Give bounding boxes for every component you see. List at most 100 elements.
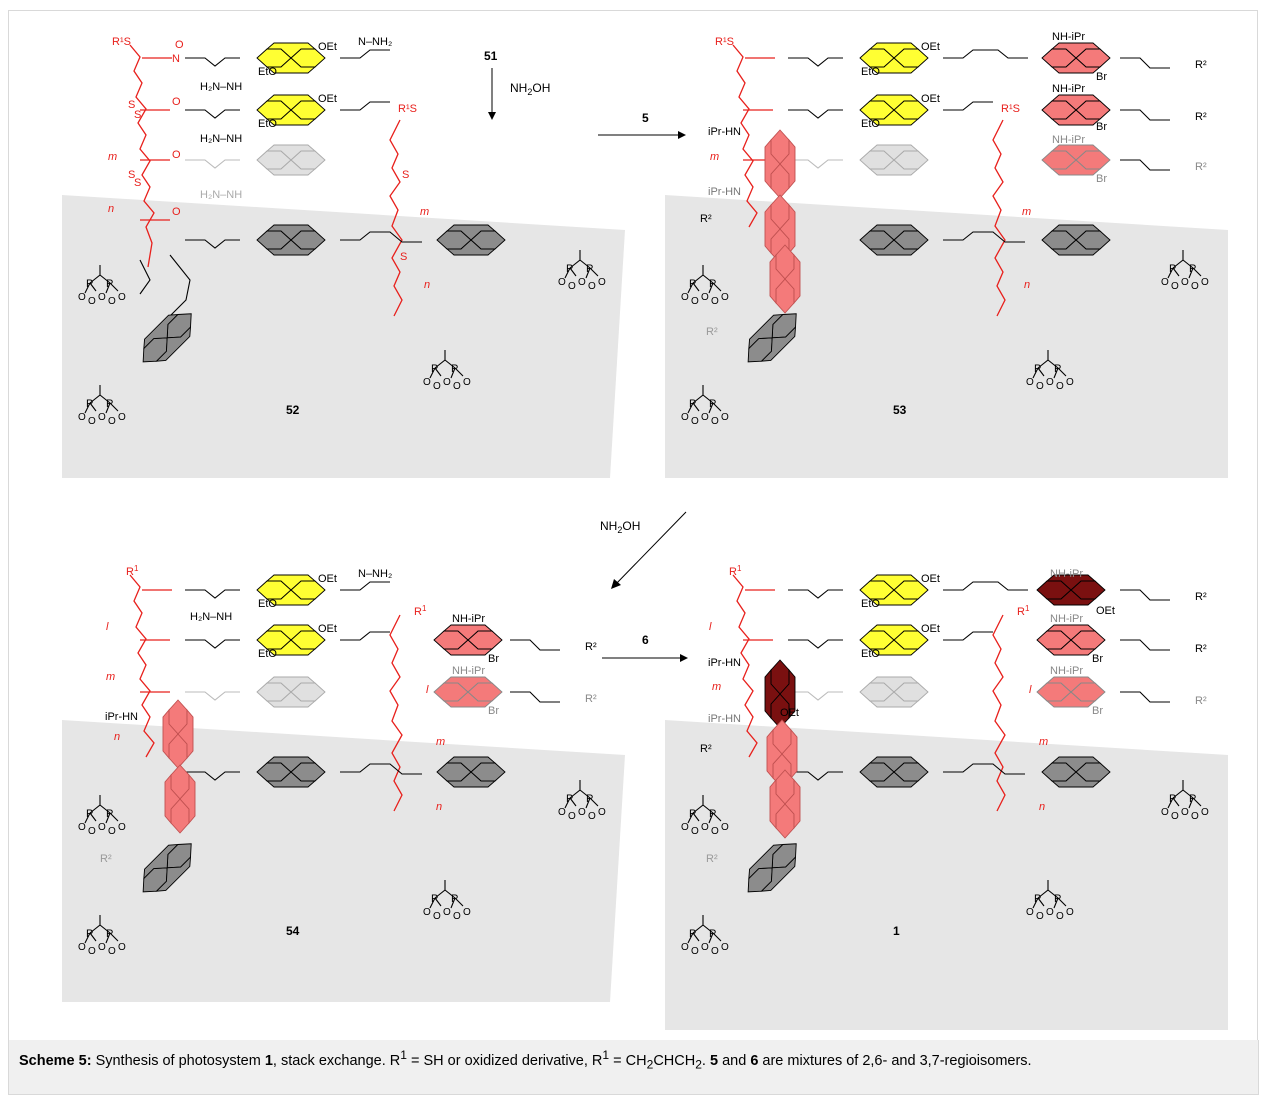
svg-text:OEt: OEt — [318, 93, 337, 105]
svg-text:NH-iPr: NH-iPr — [452, 665, 485, 677]
svg-text:l: l — [709, 621, 712, 633]
red-linker-53 — [732, 44, 1006, 317]
svg-text:R¹S: R¹S — [398, 103, 417, 115]
svg-text:N–NH₂: N–NH₂ — [358, 36, 392, 48]
black-labels-53: OEt EtO OEt EtO NH-iPr NH-iPr NH-iPr Br … — [700, 31, 1207, 338]
svg-text:R²: R² — [1195, 59, 1207, 71]
svg-text:R1: R1 — [729, 564, 742, 578]
svg-text:Br: Br — [1092, 705, 1103, 717]
svg-text:S: S — [128, 169, 135, 181]
compound-label-52: 52 — [286, 403, 300, 417]
svg-text:R²: R² — [585, 641, 597, 653]
svg-text:OEt: OEt — [921, 623, 940, 635]
arrow-5: 5 — [598, 111, 686, 139]
svg-text:R²: R² — [1195, 591, 1207, 603]
panel-54: R1 l m n R1 l m n OEt — [77, 564, 607, 958]
svg-text:O: O — [172, 206, 181, 218]
svg-text:R1: R1 — [1017, 604, 1030, 618]
svg-text:n: n — [108, 203, 114, 215]
svg-text:OEt: OEt — [921, 93, 940, 105]
svg-text:OEt: OEt — [1096, 605, 1115, 617]
svg-text:R1: R1 — [126, 564, 139, 578]
red-linker-1 — [732, 574, 1006, 812]
svg-text:H₂N–NH: H₂N–NH — [200, 189, 242, 201]
svg-text:NH-iPr: NH-iPr — [1050, 613, 1083, 625]
arrow-6: 6 — [602, 633, 688, 662]
svg-text:m: m — [108, 151, 117, 163]
svg-text:m: m — [1022, 206, 1031, 218]
black-labels-52: OEt EtO OEt EtO N–NH₂ H₂N–NH H₂N–NH H₂N–… — [200, 36, 392, 201]
svg-text:S: S — [402, 169, 409, 181]
svg-text:iPr-HN: iPr-HN — [708, 713, 741, 725]
compound-label-53: 53 — [893, 403, 907, 417]
svg-text:Br: Br — [1096, 121, 1107, 133]
surface-1 — [665, 720, 1228, 1030]
svg-text:R¹S: R¹S — [112, 36, 131, 48]
compound-label-1: 1 — [893, 924, 900, 938]
svg-text:OEt: OEt — [318, 623, 337, 635]
svg-text:R²: R² — [1195, 695, 1207, 707]
svg-text:Br: Br — [1092, 653, 1103, 665]
svg-text:m: m — [1039, 736, 1048, 748]
svg-text:m: m — [712, 681, 721, 693]
red-labels-52: R¹S SS m SS n R¹S S m S n ON OOO — [108, 36, 430, 291]
svg-text:m: m — [710, 151, 719, 163]
svg-text:l: l — [426, 684, 429, 696]
svg-text:OEt: OEt — [780, 707, 799, 719]
svg-text:EtO: EtO — [861, 648, 880, 660]
surface-52 — [62, 195, 625, 478]
svg-text:NH2OH: NH2OH — [600, 519, 640, 535]
black-chain-52 — [139, 49, 422, 321]
svg-text:l: l — [1029, 684, 1032, 696]
panel-53: R¹S m R¹S m n OEt EtO OEt — [680, 31, 1210, 428]
svg-text:n: n — [1039, 801, 1045, 813]
black-chain-54 — [185, 581, 560, 781]
svg-text:Br: Br — [488, 653, 499, 665]
svg-text:S: S — [400, 251, 407, 263]
ndi-red-53a — [1041, 42, 1111, 74]
svg-text:6: 6 — [642, 633, 649, 647]
panel-52: R¹S SS m SS n R¹S S m S n ON OOO — [77, 36, 607, 428]
svg-text:n: n — [424, 279, 430, 291]
svg-text:iPr-HN: iPr-HN — [708, 657, 741, 669]
red-linker-52 — [129, 44, 403, 317]
svg-text:m: m — [106, 671, 115, 683]
svg-text:OEt: OEt — [921, 573, 940, 585]
svg-text:n: n — [1024, 279, 1030, 291]
svg-text:R²: R² — [706, 326, 718, 338]
red-linker-54 — [129, 574, 403, 812]
ndi-red-53c — [1041, 144, 1111, 176]
ndi-red-54b — [433, 676, 503, 708]
svg-text:Br: Br — [1096, 173, 1107, 185]
black-labels-1: OEt EtO OEt EtO NH-iPr OEt NH-iPr NH-iPr… — [700, 568, 1207, 865]
ndi-light-54 — [256, 676, 326, 708]
svg-text:NH-iPr: NH-iPr — [452, 613, 485, 625]
svg-text:R²: R² — [1195, 161, 1207, 173]
black-labels-54: OEt EtO OEt EtO N–NH₂ H₂N–NH NH-iPr NH-i… — [100, 568, 597, 865]
compound-label-54: 54 — [286, 924, 300, 938]
ndi-red-53-left — [764, 129, 801, 314]
ndi-red-1a — [1036, 624, 1106, 656]
arrow-53-to-54: NH2OH — [600, 511, 687, 589]
svg-text:NH2OH: NH2OH — [510, 81, 550, 97]
svg-text:NH-iPr: NH-iPr — [1050, 665, 1083, 677]
ndi-red-54a — [433, 624, 503, 656]
svg-text:R²: R² — [1195, 111, 1207, 123]
svg-text:l: l — [106, 621, 109, 633]
surface-53 — [665, 195, 1228, 478]
svg-text:O: O — [172, 149, 181, 161]
svg-text:R²: R² — [700, 743, 712, 755]
svg-text:NH-iPr: NH-iPr — [1052, 134, 1085, 146]
svg-text:O: O — [175, 39, 184, 51]
svg-text:n: n — [114, 731, 120, 743]
svg-text:N–NH₂: N–NH₂ — [358, 568, 392, 580]
svg-text:EtO: EtO — [861, 598, 880, 610]
scheme-diagram: P P O O O O O R¹S SS m SS n — [62, 31, 1228, 1030]
black-chain-1 — [788, 581, 1170, 781]
svg-text:R²: R² — [700, 213, 712, 225]
svg-text:EtO: EtO — [861, 66, 880, 78]
svg-text:R1: R1 — [414, 604, 427, 618]
svg-text:EtO: EtO — [861, 118, 880, 130]
svg-text:iPr-HN: iPr-HN — [708, 126, 741, 138]
svg-text:H₂N–NH: H₂N–NH — [190, 611, 232, 623]
